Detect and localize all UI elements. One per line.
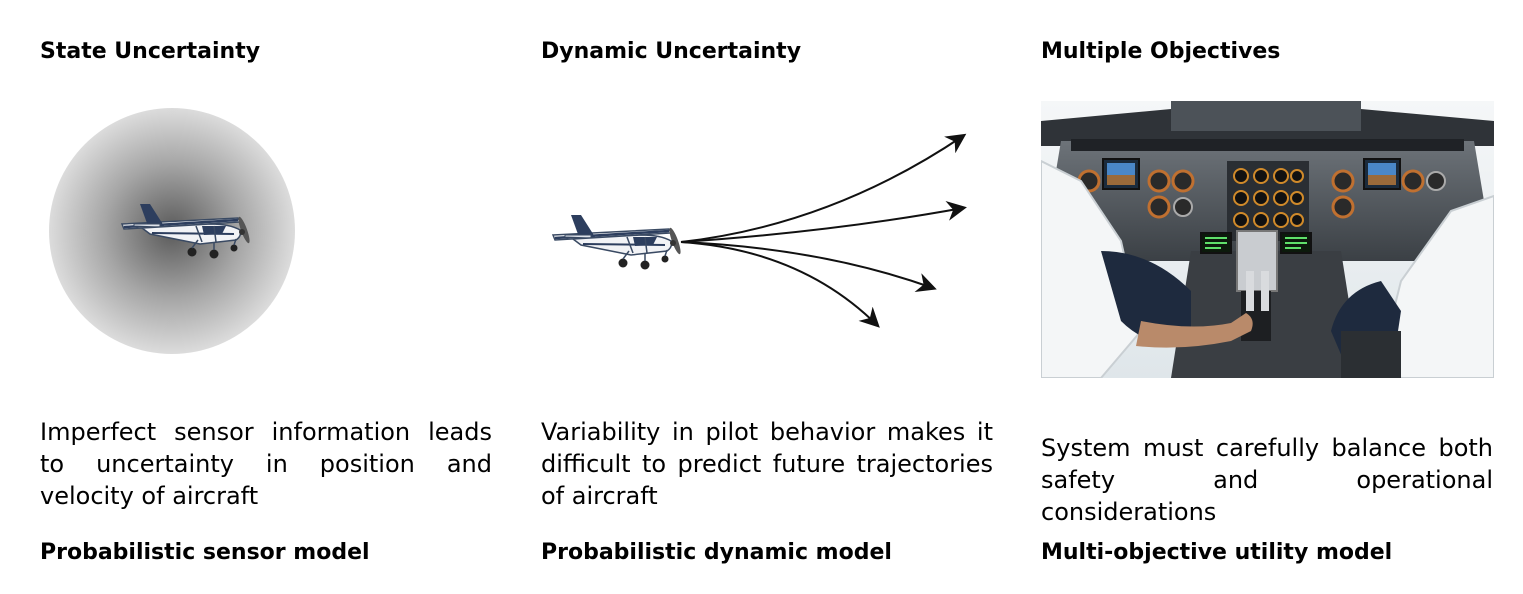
trajectory-arrow: [680, 133, 967, 243]
airplane-in-uncertainty-cloud-icon: [49, 108, 295, 354]
column-description: Imperfect sensor information leads to un…: [40, 418, 492, 510]
column-heading: Dynamic Uncertainty: [541, 39, 802, 64]
column-description: System must carefully balance both safet…: [1041, 434, 1493, 526]
airplane-with-diverging-trajectory-arrows-icon: [551, 133, 967, 328]
column-state-uncertainty: State Uncertainty Imperfect sensor infor…: [40, 0, 492, 594]
column-heading: State Uncertainty: [40, 39, 261, 64]
trajectory-arrow: [680, 241, 937, 293]
column-heading: Multiple Objectives: [1041, 39, 1281, 64]
column-model-label: Probabilistic sensor model: [40, 540, 370, 565]
column-model-label: Multi-objective utility model: [1041, 540, 1393, 565]
cockpit-photo: [1040, 101, 1495, 379]
trajectory-figure: [531, 120, 991, 340]
cockpit-photo-icon: [1040, 101, 1495, 379]
airplane-icon: [551, 213, 684, 271]
column-multiple-objectives: Multiple Objectives: [1040, 0, 1495, 594]
trajectory-arrow: [680, 241, 880, 328]
column-description: Variability in pilot behavior makes it d…: [541, 418, 993, 510]
column-model-label: Probabilistic dynamic model: [541, 540, 892, 565]
uncertainty-cloud-figure: [40, 100, 310, 370]
trajectory-arrow: [680, 201, 967, 243]
column-dynamic-uncertainty: Dynamic Uncertainty Variability in pilot…: [541, 0, 993, 594]
